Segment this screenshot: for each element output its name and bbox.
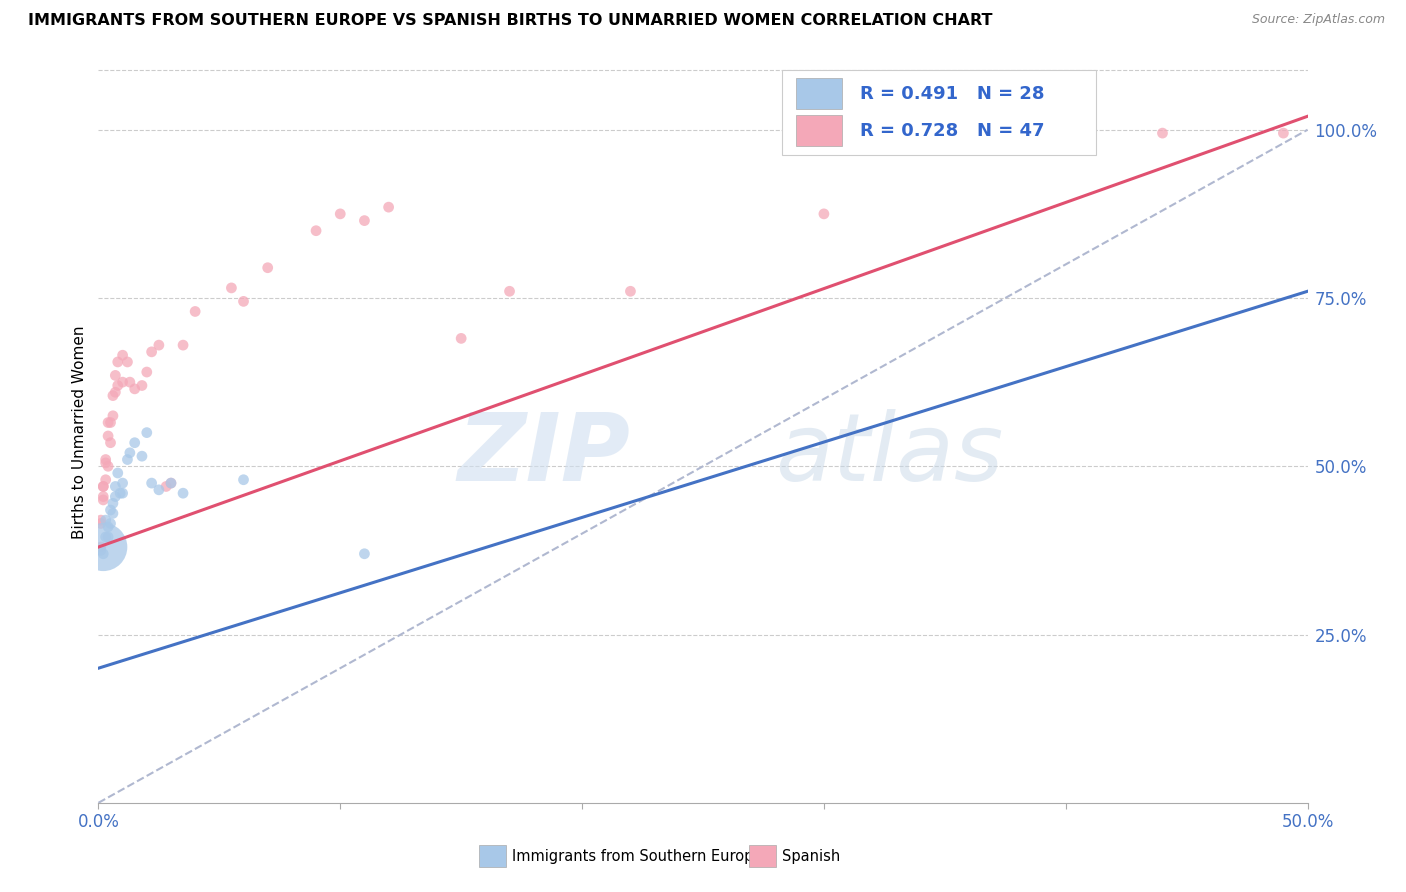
Point [104, 385, 127, 400]
FancyBboxPatch shape [749, 845, 776, 867]
Point [141, 344, 163, 359]
Point [111, 486, 134, 500]
Point [148, 338, 170, 352]
Point [101, 389, 124, 403]
Point [221, 281, 243, 295]
Point [91, 540, 114, 554]
Point [104, 490, 127, 504]
Point [135, 365, 157, 379]
Point [172, 486, 194, 500]
Point [160, 476, 183, 491]
FancyBboxPatch shape [796, 115, 842, 146]
Text: R = 0.728   N = 47: R = 0.728 N = 47 [860, 121, 1045, 139]
Point [160, 476, 183, 491]
Point [305, 224, 328, 238]
Point [94, 530, 117, 544]
Point [117, 355, 139, 369]
Point [329, 207, 352, 221]
Point [101, 496, 124, 510]
Text: IMMIGRANTS FROM SOUTHERN EUROPE VS SPANISH BIRTHS TO UNMARRIED WOMEN CORRELATION: IMMIGRANTS FROM SOUTHERN EUROPE VS SPANI… [28, 13, 993, 29]
Point [97, 530, 120, 544]
Text: ZIP: ZIP [457, 409, 630, 500]
Point [97, 520, 120, 534]
Point [813, 207, 835, 221]
Point [124, 382, 146, 396]
Point [104, 479, 127, 493]
Point [107, 378, 129, 392]
Point [117, 452, 139, 467]
Point [91, 479, 114, 493]
Point [91, 490, 114, 504]
Point [90, 513, 112, 527]
Point [104, 368, 127, 383]
Point [100, 516, 122, 531]
Point [100, 435, 122, 450]
Point [94, 452, 117, 467]
Point [94, 513, 117, 527]
Point [97, 429, 120, 443]
Point [155, 479, 177, 493]
FancyBboxPatch shape [782, 70, 1097, 155]
Point [90, 516, 112, 531]
Point [353, 547, 375, 561]
Point [148, 483, 170, 497]
Point [91, 492, 114, 507]
Point [101, 507, 124, 521]
Text: atlas: atlas [776, 409, 1004, 500]
Point [118, 446, 141, 460]
Point [94, 473, 117, 487]
Point [498, 285, 520, 299]
Point [94, 456, 117, 470]
Point [91, 479, 114, 493]
Point [97, 459, 120, 474]
Point [118, 375, 141, 389]
Text: Source: ZipAtlas.com: Source: ZipAtlas.com [1251, 13, 1385, 27]
Point [111, 375, 134, 389]
Point [184, 304, 207, 318]
Point [111, 476, 134, 491]
Point [97, 416, 120, 430]
Point [232, 473, 254, 487]
Point [377, 200, 399, 214]
Point [141, 476, 163, 491]
Point [91, 547, 114, 561]
FancyBboxPatch shape [479, 845, 506, 867]
Point [100, 503, 122, 517]
Point [353, 213, 375, 227]
Point [450, 331, 472, 345]
Point [232, 294, 254, 309]
Point [256, 260, 278, 275]
Point [131, 449, 153, 463]
Text: Immigrants from Southern Europe: Immigrants from Southern Europe [512, 848, 762, 863]
Point [100, 416, 122, 430]
Point [90, 540, 112, 554]
Point [619, 285, 641, 299]
Point [101, 409, 124, 423]
Point [1152, 126, 1174, 140]
Point [107, 466, 129, 480]
Point [131, 378, 153, 392]
Point [90, 543, 112, 558]
Point [111, 348, 134, 362]
Point [124, 435, 146, 450]
Point [108, 486, 131, 500]
Text: R = 0.491   N = 28: R = 0.491 N = 28 [860, 85, 1045, 103]
Point [107, 355, 129, 369]
FancyBboxPatch shape [796, 78, 842, 109]
Point [1272, 126, 1295, 140]
Point [135, 425, 157, 440]
Text: Spanish: Spanish [782, 848, 839, 863]
Point [172, 338, 194, 352]
Y-axis label: Births to Unmarried Women: Births to Unmarried Women [72, 326, 87, 540]
